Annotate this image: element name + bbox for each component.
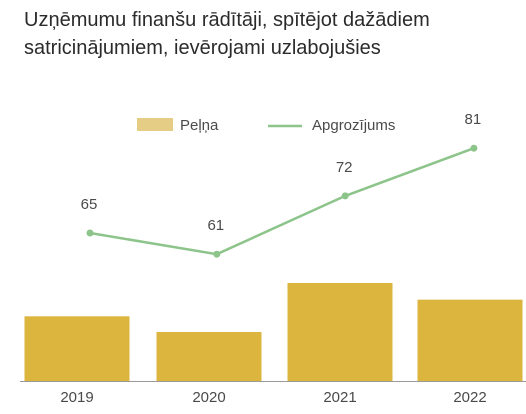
- x-tick-label-2021: 2021: [323, 389, 356, 406]
- legend-label-line: Apgrozījums: [312, 117, 395, 134]
- chart-title-line-2: satricinājumiem, ievērojami uzlabojušies: [24, 37, 381, 59]
- x-axis-ticks: 2019 2020 2021 2022: [60, 389, 486, 406]
- legend: Peļņa Apgrozījums: [137, 117, 395, 134]
- bar-series: [24, 283, 523, 381]
- value-label-2020: 61: [207, 217, 224, 234]
- line-point-2022: [470, 144, 478, 152]
- value-label-2019: 65: [81, 196, 98, 213]
- x-tick-label-2019: 2019: [60, 389, 93, 406]
- line-series: [86, 144, 478, 258]
- value-labels: 65 61 72 81: [81, 111, 482, 234]
- legend-swatch-bar: [137, 118, 173, 131]
- bar-2020: [156, 332, 262, 381]
- chart-title: Uzņēmumu finanšu rādītāji, spītējot dažā…: [24, 6, 514, 62]
- line-path: [89, 147, 475, 256]
- x-tick-label-2020: 2020: [192, 389, 225, 406]
- bar-2022: [417, 299, 523, 381]
- value-label-2021: 72: [336, 159, 353, 176]
- bar-2021: [287, 283, 393, 381]
- line-point-2021: [341, 192, 349, 200]
- value-label-2022: 81: [465, 111, 482, 128]
- chart-title-line-1: Uzņēmumu finanšu rādītāji, spītējot dažā…: [24, 9, 430, 31]
- bar-2019: [24, 316, 130, 381]
- x-tick-label-2022: 2022: [453, 389, 486, 406]
- line-point-2020: [213, 250, 221, 258]
- legend-label-bar: Peļņa: [180, 117, 219, 134]
- line-point-2019: [86, 229, 94, 237]
